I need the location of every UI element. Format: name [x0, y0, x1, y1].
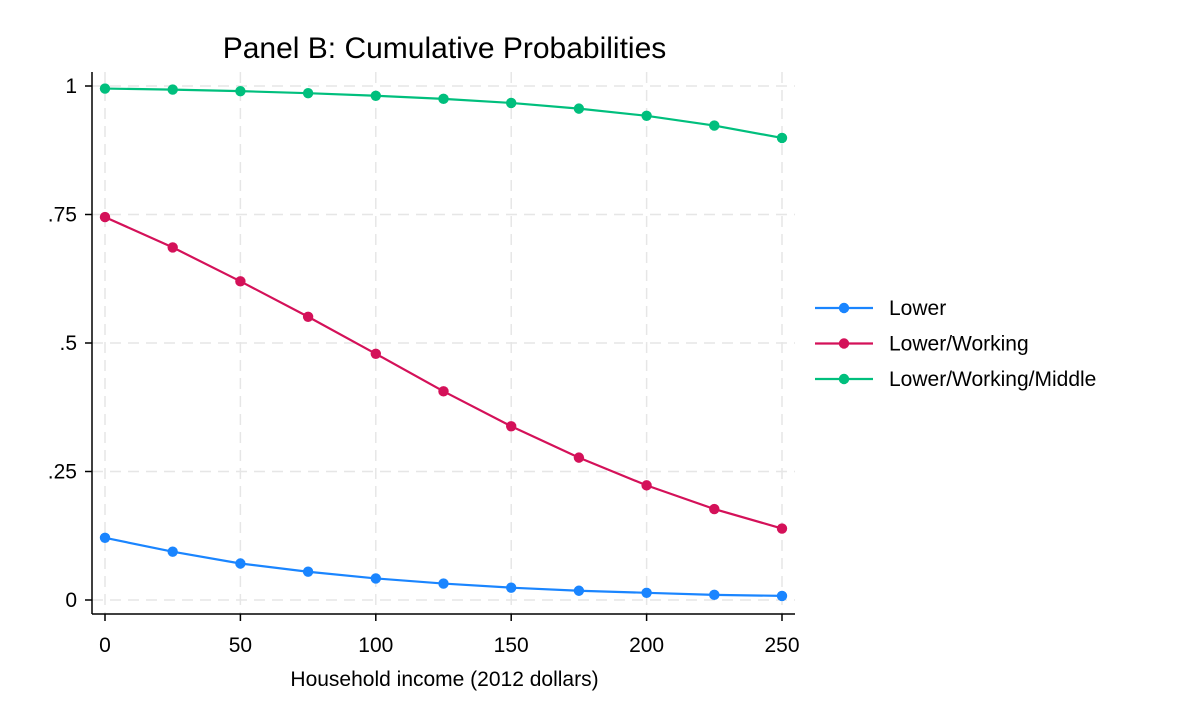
data-point — [506, 582, 517, 593]
legend-swatch-marker — [838, 338, 850, 349]
data-point — [302, 566, 314, 577]
x-tick-label: 0 — [99, 634, 111, 657]
legend-item: Lower — [815, 297, 946, 320]
data-point — [235, 85, 246, 97]
data-point — [709, 120, 720, 131]
x-tick-label: 200 — [629, 634, 664, 657]
data-point — [167, 546, 178, 557]
x-axis-label: Household income (2012 dollars) — [290, 668, 598, 691]
data-point — [709, 503, 720, 515]
data-point — [438, 386, 449, 397]
data-point — [370, 90, 381, 101]
data-point — [776, 523, 788, 534]
legend-label: Lower/Working — [889, 333, 1029, 356]
legend: Lower Lower/Working Lower/Working/Middle — [815, 297, 1096, 391]
data-point — [167, 84, 178, 95]
y-tick-label: 0 — [65, 589, 77, 612]
y-tick-label: 1 — [65, 75, 77, 98]
data-point — [235, 558, 246, 569]
series-layer — [99, 83, 788, 602]
data-point — [370, 573, 381, 584]
data-point — [573, 585, 585, 596]
legend-label: Lower — [889, 297, 946, 320]
x-tick-label: 100 — [358, 634, 393, 657]
data-point — [641, 110, 652, 122]
axes: 0 .25 .5 .75 1 0 50 100 150 200 250 — [48, 72, 800, 657]
legend-swatch-marker — [838, 302, 850, 314]
data-point — [506, 97, 517, 109]
data-point — [573, 452, 585, 463]
grid-lines — [92, 72, 795, 614]
data-point — [438, 578, 449, 589]
x-tick-label: 50 — [229, 634, 252, 657]
series-lower-working-middle — [99, 83, 788, 144]
data-point — [506, 421, 517, 432]
data-point — [776, 590, 788, 602]
data-point — [167, 242, 178, 253]
chart-title: Panel B: Cumulative Probabilities — [223, 32, 667, 65]
legend-item: Lower/Working/Middle — [815, 368, 1096, 391]
legend-swatch-marker — [838, 373, 850, 385]
data-point — [776, 132, 788, 144]
x-tick-label: 250 — [764, 634, 799, 657]
data-point — [438, 93, 449, 105]
data-point — [302, 87, 314, 99]
x-tick-label: 150 — [494, 634, 529, 657]
legend-label: Lower/Working/Middle — [889, 368, 1096, 391]
legend-item: Lower/Working — [815, 333, 1029, 356]
y-tick-label: .5 — [59, 332, 77, 355]
series-line — [104, 216, 783, 530]
data-point — [641, 480, 652, 491]
data-point — [99, 532, 111, 544]
data-point — [709, 589, 720, 601]
data-point — [641, 587, 652, 599]
y-tick-label: .75 — [48, 204, 77, 227]
y-tick-label: .25 — [48, 461, 77, 484]
data-point — [370, 348, 381, 359]
data-point — [235, 276, 246, 287]
series-lower-working — [99, 211, 788, 534]
data-point — [573, 103, 585, 114]
series-lower — [99, 532, 788, 602]
data-point — [99, 211, 111, 223]
data-point — [302, 311, 314, 322]
data-point — [99, 83, 111, 94]
